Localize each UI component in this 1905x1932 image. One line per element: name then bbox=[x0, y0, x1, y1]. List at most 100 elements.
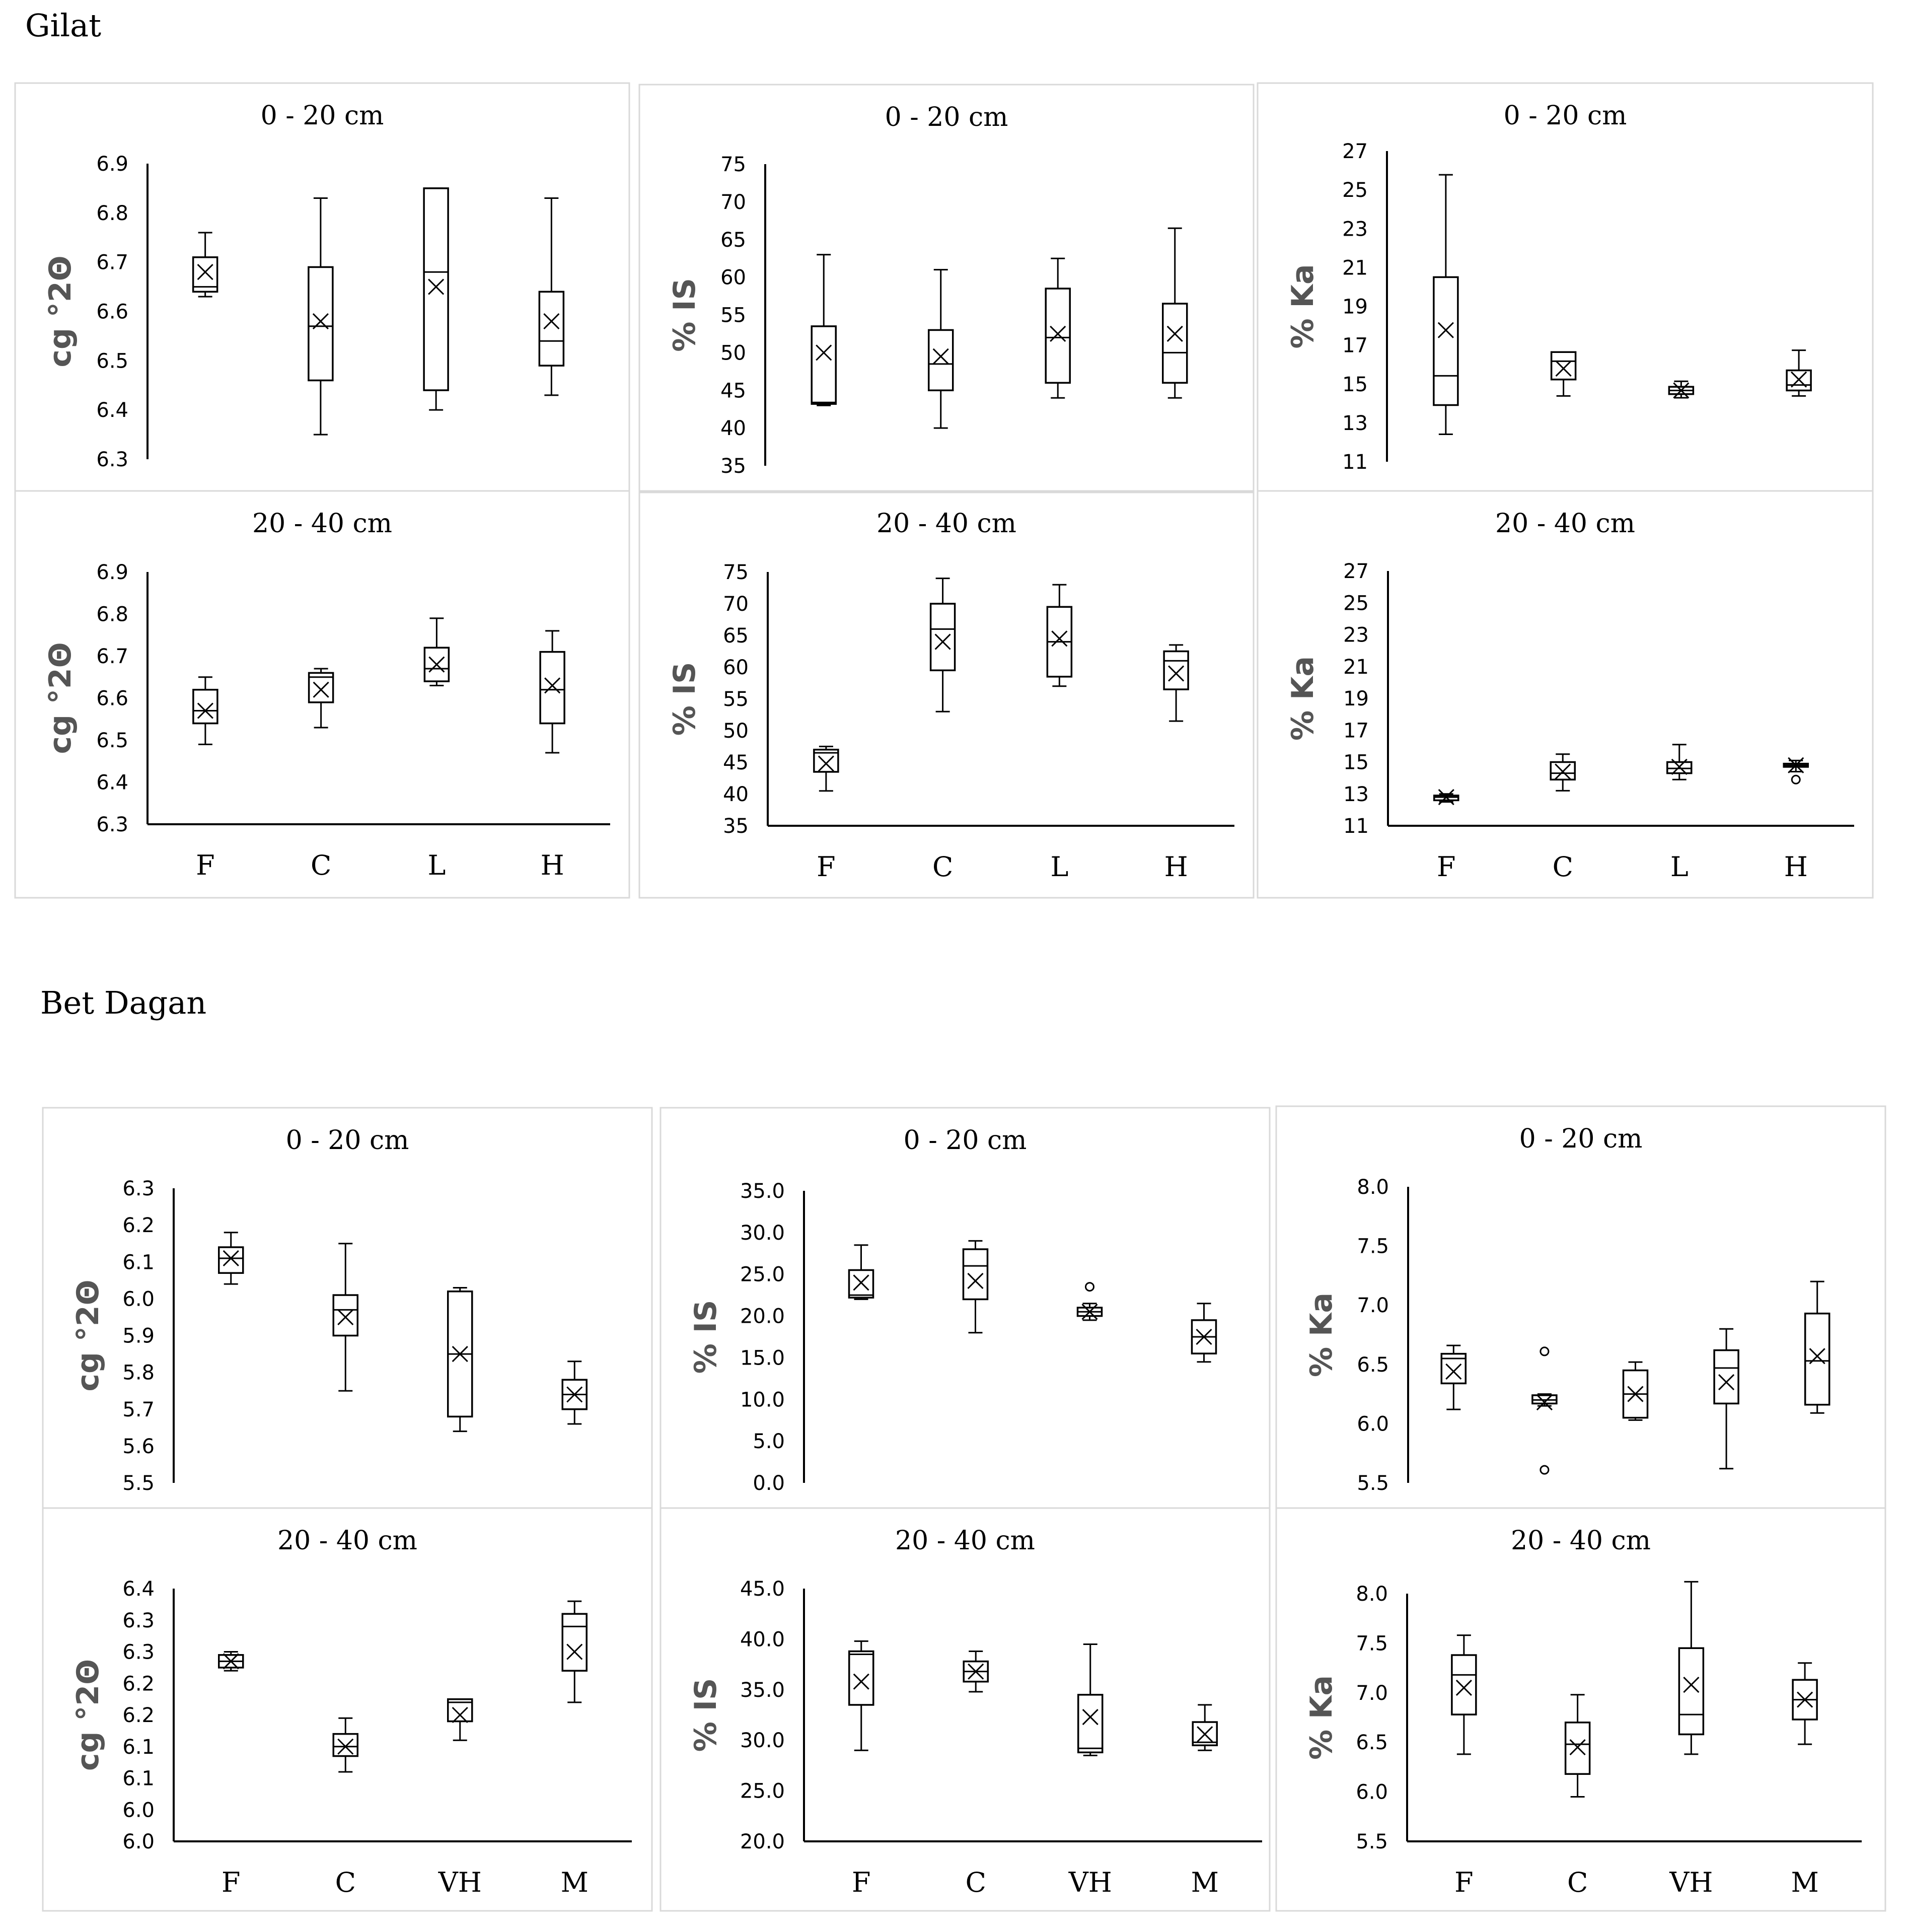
box-vh bbox=[1678, 1581, 1705, 1755]
box-body bbox=[1077, 1694, 1104, 1754]
box-c bbox=[1564, 1694, 1591, 1798]
box-body bbox=[1678, 1647, 1705, 1736]
category-label: M bbox=[561, 1867, 589, 1898]
mean-marker bbox=[312, 313, 329, 330]
box-c bbox=[928, 269, 954, 429]
mean-marker bbox=[1671, 758, 1688, 775]
mean-marker bbox=[452, 1706, 468, 1724]
box-body bbox=[192, 256, 218, 293]
mean-marker bbox=[816, 344, 832, 361]
box-m bbox=[1192, 1704, 1218, 1751]
box-body bbox=[308, 266, 334, 382]
mean-marker bbox=[313, 681, 329, 698]
y-tick-label: 7.5 bbox=[1357, 1235, 1389, 1258]
box-body bbox=[539, 651, 565, 725]
box-body bbox=[423, 187, 449, 391]
y-tick-label: 25 bbox=[1342, 179, 1368, 202]
mean-marker bbox=[932, 348, 949, 365]
y-tick-label: 19 bbox=[1342, 296, 1368, 319]
y-axis-title: % IS bbox=[688, 1300, 723, 1374]
category-label: F bbox=[1454, 1867, 1473, 1898]
y-tick-label: 6.0 bbox=[122, 1287, 155, 1311]
panel-frame bbox=[638, 490, 1255, 899]
y-axis-title: % Ka bbox=[1304, 1293, 1339, 1377]
panel-title: 20 - 40 cm bbox=[895, 1526, 1035, 1556]
y-tick-label: 6.5 bbox=[96, 729, 128, 752]
y-tick-label: 5.5 bbox=[1357, 1472, 1389, 1495]
box-h bbox=[1163, 644, 1189, 722]
y-tick-label: 8.0 bbox=[1357, 1176, 1389, 1199]
box-l bbox=[1045, 257, 1071, 399]
box-c bbox=[929, 578, 956, 712]
panel-title: 20 - 40 cm bbox=[277, 1526, 417, 1556]
mean-marker bbox=[1673, 382, 1690, 399]
mean-marker bbox=[223, 1653, 239, 1670]
box-body bbox=[1550, 351, 1577, 381]
box-body bbox=[1163, 650, 1189, 690]
outlier-point bbox=[1085, 1282, 1094, 1292]
mean-marker bbox=[1536, 1394, 1553, 1411]
box-body bbox=[848, 1269, 874, 1299]
box-c bbox=[308, 197, 334, 436]
category-label: F bbox=[222, 1867, 240, 1898]
mean-marker bbox=[566, 1643, 583, 1660]
box-body bbox=[962, 1248, 989, 1301]
category-label: H bbox=[1164, 851, 1188, 883]
y-tick-label: 6.8 bbox=[96, 603, 128, 626]
y-axis-title: % IS bbox=[667, 662, 702, 736]
y-axis-title: cg °2Θ bbox=[43, 255, 78, 367]
mean-marker bbox=[1168, 665, 1185, 682]
mean-marker bbox=[818, 755, 834, 772]
y-tick-label: 23 bbox=[1343, 624, 1369, 647]
box-body bbox=[928, 329, 954, 392]
box-c bbox=[1550, 351, 1577, 397]
mean-marker bbox=[1081, 1304, 1098, 1320]
mean-marker bbox=[1555, 360, 1572, 377]
box-body bbox=[218, 1246, 244, 1274]
category-label: C bbox=[1567, 1867, 1588, 1898]
y-tick-label: 19 bbox=[1343, 687, 1369, 710]
mean-marker bbox=[934, 633, 951, 650]
y-tick-label: 5.9 bbox=[122, 1325, 155, 1348]
y-tick-label: 45 bbox=[723, 751, 749, 774]
y-axis-title: % Ka bbox=[1285, 264, 1321, 349]
mean-marker bbox=[1050, 325, 1066, 342]
y-tick-label: 15 bbox=[1343, 751, 1369, 774]
panel-title: 20 - 40 cm bbox=[1511, 1526, 1651, 1556]
y-tick-label: 60 bbox=[720, 266, 746, 290]
y-tick-label: 40 bbox=[723, 783, 749, 806]
y-tick-label: 6.3 bbox=[96, 813, 128, 836]
mean-marker bbox=[566, 1386, 583, 1403]
y-tick-label: 23 bbox=[1342, 218, 1368, 241]
mean-marker bbox=[197, 702, 213, 719]
y-tick-label: 6.9 bbox=[96, 153, 128, 176]
y-axis-title: % IS bbox=[667, 278, 702, 352]
y-tick-label: 60 bbox=[723, 656, 749, 679]
y-tick-label: 6.4 bbox=[122, 1578, 155, 1601]
outlier-point bbox=[1791, 774, 1801, 784]
y-tick-label: 11 bbox=[1343, 815, 1369, 838]
y-tick-label: 13 bbox=[1343, 783, 1369, 806]
chart-panel-5: 20 - 40 cm 35 40 45 50 55 60 65 70 75 % IS F C L H bbox=[638, 490, 1255, 899]
mean-marker bbox=[1445, 1363, 1462, 1380]
y-tick-label: 5.5 bbox=[1356, 1830, 1388, 1853]
box-body bbox=[1045, 288, 1071, 384]
y-tick-label: 7.0 bbox=[1356, 1682, 1388, 1705]
y-tick-label: 25.0 bbox=[740, 1263, 785, 1286]
mean-marker bbox=[1455, 1679, 1472, 1696]
mean-marker bbox=[853, 1673, 869, 1690]
box-l bbox=[1666, 744, 1693, 780]
panel-title: 0 - 20 cm bbox=[885, 102, 1008, 132]
y-tick-label: 35.0 bbox=[740, 1679, 785, 1702]
y-tick-label: 6.3 bbox=[122, 1641, 155, 1664]
y-tick-label: 65 bbox=[720, 229, 746, 252]
mean-marker bbox=[1797, 1691, 1813, 1708]
category-label: C bbox=[1553, 851, 1573, 883]
y-tick-label: 75 bbox=[723, 561, 749, 584]
box-f bbox=[192, 676, 218, 745]
box-body bbox=[561, 1613, 588, 1672]
box-h bbox=[539, 630, 565, 754]
mean-marker bbox=[1683, 1676, 1700, 1693]
y-tick-label: 6.2 bbox=[122, 1704, 155, 1727]
